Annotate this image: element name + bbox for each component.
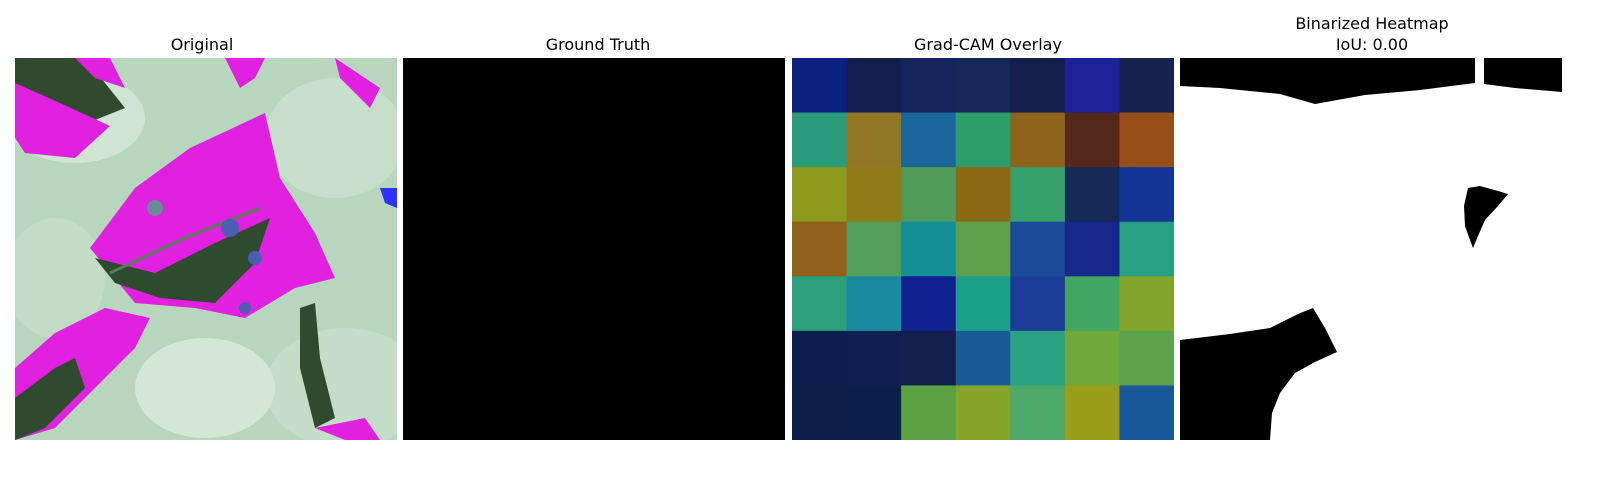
gradcam-cell (1010, 385, 1066, 440)
gradcam-cell (901, 167, 957, 223)
panel-title-original: Original (170, 35, 234, 54)
gradcam-cell (955, 112, 1011, 168)
gradcam-cell (955, 167, 1011, 223)
gradcam-cell (1119, 276, 1174, 332)
gradcam-cell (1010, 276, 1066, 332)
ground-truth-mask (403, 58, 785, 440)
gradcam-cell (1119, 58, 1174, 114)
gradcam-cell (901, 58, 957, 114)
gradcam-cell (955, 330, 1011, 386)
gradcam-cell (846, 167, 902, 223)
gradcam-cell (846, 112, 902, 168)
gradcam-cell (901, 385, 957, 440)
gradcam-cell (955, 385, 1011, 440)
panel-title-ground-truth: Ground Truth (545, 35, 651, 54)
gradcam-cell (1064, 330, 1120, 386)
gradcam-cell (846, 58, 902, 114)
gradcam-cell (955, 276, 1011, 332)
gradcam-cell (1119, 167, 1174, 223)
gradcam-cell (1010, 112, 1066, 168)
gradcam-cell (1119, 112, 1174, 168)
gradcam-cell (1064, 385, 1120, 440)
gradcam-cell (792, 385, 848, 440)
gradcam-cell (846, 276, 902, 332)
panel-title-gradcam: Grad-CAM Overlay (914, 35, 1062, 54)
gradcam-cell (792, 58, 848, 114)
gradcam-cell (901, 112, 957, 168)
panel-title-binarized: Binarized Heatmap IoU: 0.00 (1170, 13, 1574, 55)
gradcam-cell (1010, 221, 1066, 277)
gradcam-cell (1119, 385, 1174, 440)
gradcam-cell (1064, 167, 1120, 223)
gradcam-cell (901, 276, 957, 332)
gradcam-cell (955, 221, 1011, 277)
gradcam-cell (1119, 221, 1174, 277)
binarized-mask (1180, 58, 1562, 440)
gradcam-cell (1064, 58, 1120, 114)
gradcam-cell (1064, 112, 1120, 168)
gradcam-cell (955, 58, 1011, 114)
binarized-title-line: Binarized Heatmap (1295, 14, 1449, 33)
gradcam-cell (1010, 330, 1066, 386)
gradcam-cell (792, 330, 848, 386)
gradcam-cell (901, 330, 957, 386)
gradcam-cell (792, 221, 848, 277)
gradcam-cell (792, 276, 848, 332)
gradcam-cell (792, 167, 848, 223)
binarized-shape (1180, 58, 1562, 440)
leaf-photo (15, 58, 397, 440)
iou-value: IoU: 0.00 (1335, 35, 1409, 54)
gradcam-heatmap (792, 58, 1174, 440)
gradcam-cell (846, 330, 902, 386)
gradcam-cell (1119, 330, 1174, 386)
gradcam-grid (792, 58, 1174, 440)
gradcam-cell (901, 221, 957, 277)
original-image (15, 58, 397, 440)
gradcam-cell (792, 112, 848, 168)
gradcam-cell (846, 385, 902, 440)
gradcam-cell (846, 221, 902, 277)
gradcam-cell (1064, 221, 1120, 277)
gradcam-cell (1010, 167, 1066, 223)
gradcam-cell (1010, 58, 1066, 114)
gradcam-cell (1064, 276, 1120, 332)
